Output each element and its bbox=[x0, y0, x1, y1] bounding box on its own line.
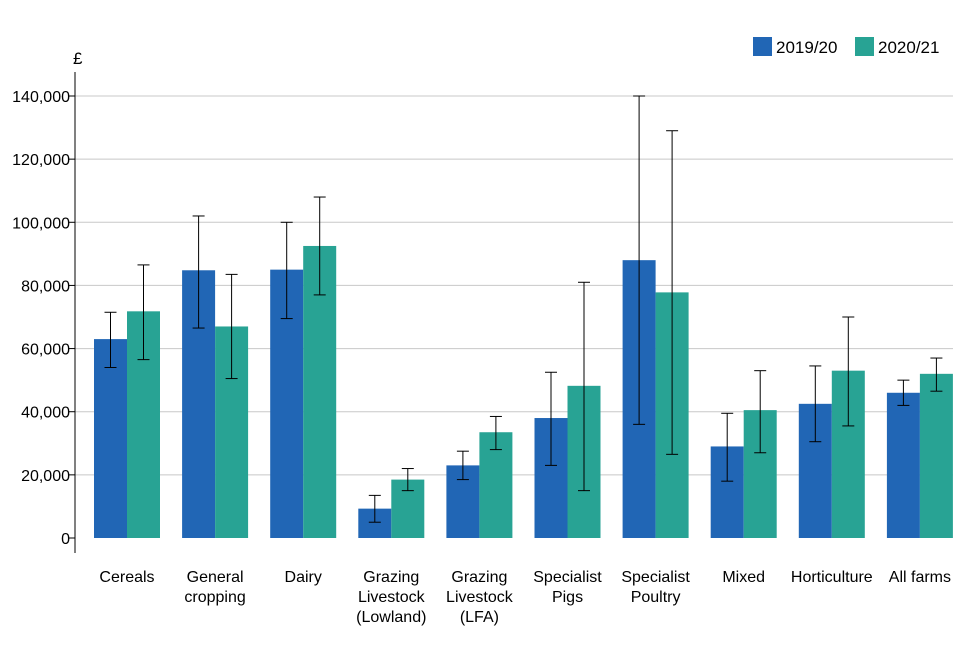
y-tick-label: 60,000 bbox=[21, 342, 70, 359]
y-tick-label: 140,000 bbox=[12, 89, 70, 106]
x-tick-label: All farms bbox=[889, 569, 951, 586]
x-tick-label-line: Horticulture bbox=[791, 569, 873, 586]
y-tick-label: 100,000 bbox=[12, 215, 70, 232]
y-axis-ticks: 0 20,000 40,000 60,000 80,000 100,000 120,000 1… bbox=[12, 89, 75, 548]
x-tick-label-line: Pigs bbox=[552, 589, 583, 606]
legend-swatch bbox=[753, 37, 772, 56]
y-tick-label: 20,000 bbox=[21, 468, 70, 485]
x-tick-label: Horticulture bbox=[791, 569, 873, 586]
x-tick-label-line: Poultry bbox=[631, 589, 681, 606]
y-axis-label: £ bbox=[73, 49, 83, 68]
x-tick-label-line: Mixed bbox=[722, 569, 765, 586]
y-tick-label: 40,000 bbox=[21, 405, 70, 422]
legend: 2019/20 2020/21 bbox=[753, 37, 939, 57]
x-tick-label: Specialist Pigs bbox=[533, 569, 602, 606]
x-tick-label: Dairy bbox=[285, 569, 322, 586]
x-tick-label-line: cropping bbox=[184, 589, 245, 606]
x-tick-label-line: Livestock bbox=[446, 589, 514, 606]
x-tick-label-line: Grazing bbox=[363, 569, 419, 586]
x-tick-label: Mixed bbox=[722, 569, 765, 586]
legend-label: 2019/20 bbox=[776, 38, 837, 57]
y-tick-label: 0 bbox=[61, 531, 70, 548]
x-tick-label-line: (LFA) bbox=[460, 609, 499, 626]
bar bbox=[886, 392, 920, 538]
x-tick-label-line: Specialist bbox=[621, 569, 690, 586]
x-tick-label: Grazing Livestock (LFA) bbox=[446, 569, 514, 626]
y-tick-label: 120,000 bbox=[12, 152, 70, 169]
y-tick-label: 80,000 bbox=[21, 278, 70, 295]
x-tick-label: Cereals bbox=[99, 569, 154, 586]
error-bars bbox=[104, 95, 943, 523]
x-tick-label-line: General bbox=[187, 569, 244, 586]
x-tick-label: General cropping bbox=[184, 569, 245, 606]
x-tick-label-line: Livestock bbox=[358, 589, 426, 606]
x-tick-label-line: All farms bbox=[889, 569, 951, 586]
legend-label: 2020/21 bbox=[878, 38, 939, 57]
x-axis-labels: Cereals General cropping Dairy Grazing Livest… bbox=[99, 569, 951, 626]
x-tick-label: Specialist Poultry bbox=[621, 569, 690, 606]
x-tick-label-line: Grazing bbox=[451, 569, 507, 586]
x-tick-label-line: Cereals bbox=[99, 569, 154, 586]
x-tick-label-line: (Lowland) bbox=[356, 609, 426, 626]
bars bbox=[94, 245, 953, 538]
x-tick-label: Grazing Livestock (Lowland) bbox=[356, 569, 426, 626]
legend-swatch bbox=[855, 37, 874, 56]
x-tick-label-line: Specialist bbox=[533, 569, 602, 586]
x-tick-label-line: Dairy bbox=[285, 569, 322, 586]
bar bbox=[919, 373, 953, 538]
bar bbox=[94, 339, 127, 538]
